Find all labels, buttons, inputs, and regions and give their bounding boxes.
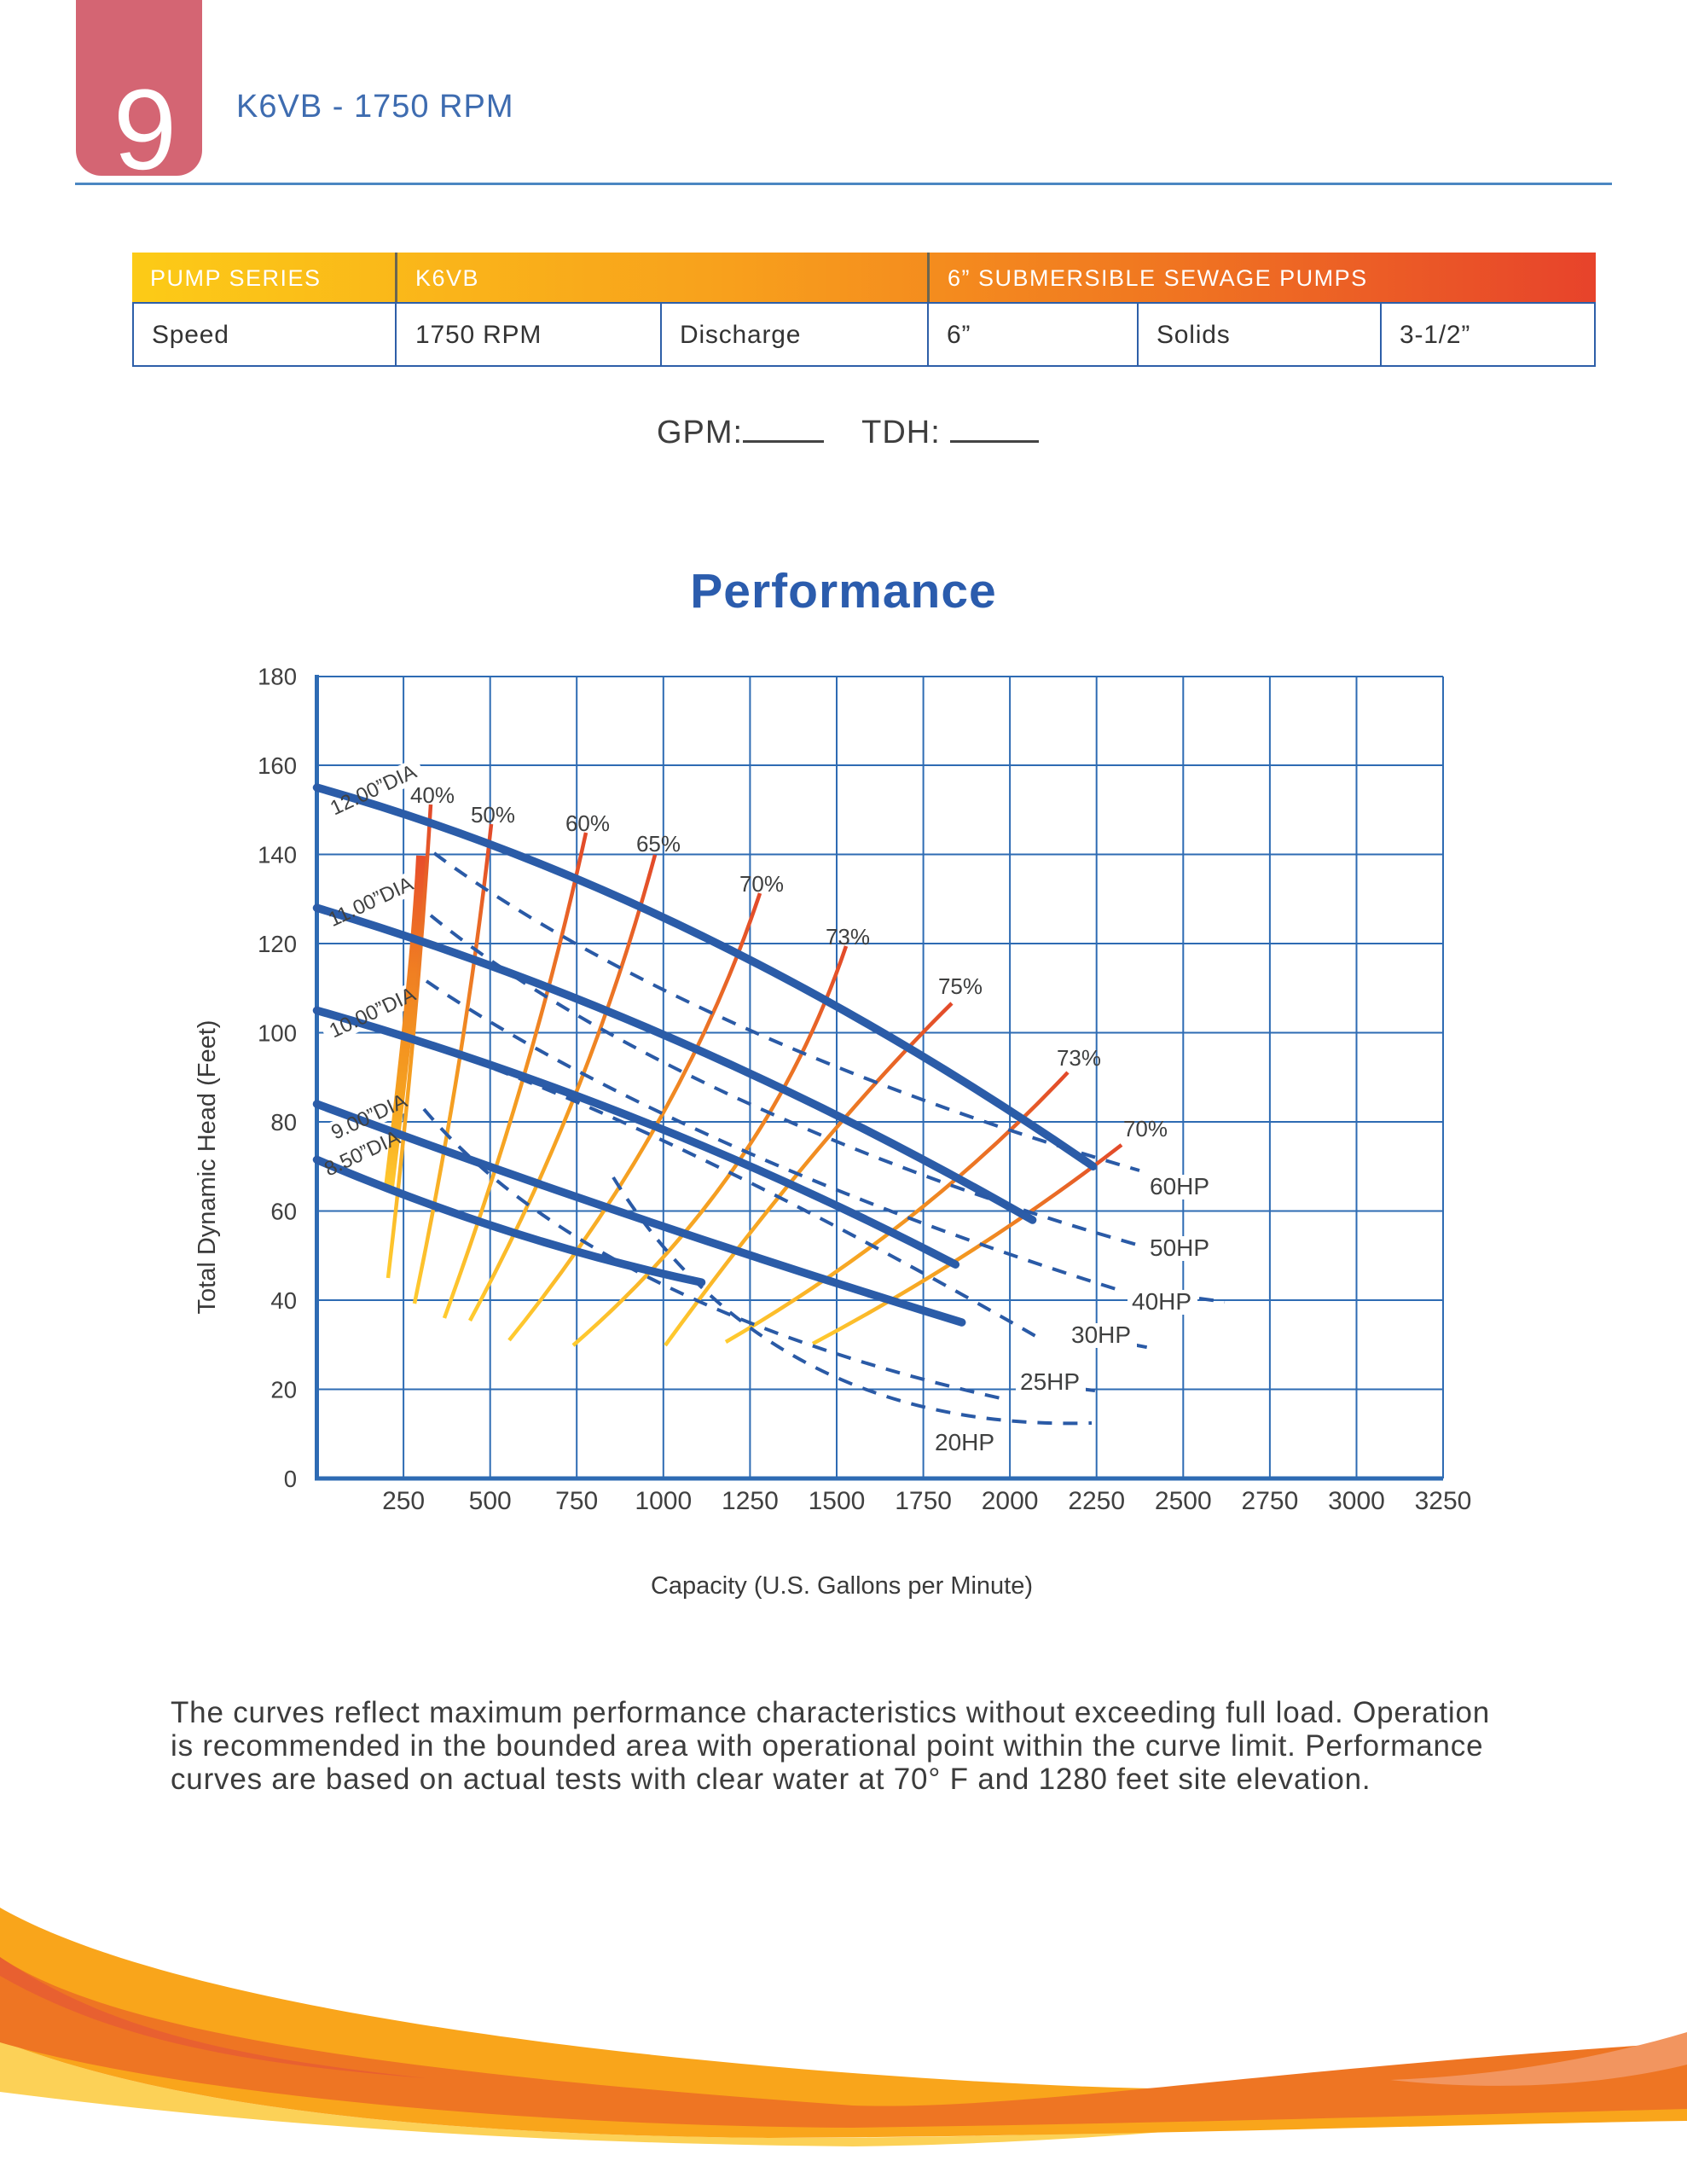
svg-text:140: 140 xyxy=(258,842,297,868)
svg-text:75%: 75% xyxy=(938,973,983,999)
svg-text:25HP: 25HP xyxy=(1020,1368,1080,1395)
svg-text:750: 750 xyxy=(555,1487,598,1515)
svg-text:73%: 73% xyxy=(1057,1045,1101,1071)
svg-text:Total Dynamic Head (Feet): Total Dynamic Head (Feet) xyxy=(194,1020,221,1315)
svg-text:1000: 1000 xyxy=(635,1487,692,1515)
svg-text:3000: 3000 xyxy=(1328,1487,1385,1515)
svg-text:70%: 70% xyxy=(1123,1116,1168,1141)
svg-text:1750: 1750 xyxy=(895,1487,952,1515)
svg-text:2750: 2750 xyxy=(1242,1487,1299,1515)
svg-text:160: 160 xyxy=(258,752,297,779)
svg-text:3250: 3250 xyxy=(1415,1487,1472,1515)
svg-text:20HP: 20HP xyxy=(935,1429,994,1455)
svg-text:60: 60 xyxy=(270,1199,297,1225)
svg-text:120: 120 xyxy=(258,931,297,957)
svg-text:2500: 2500 xyxy=(1155,1487,1212,1515)
svg-text:80: 80 xyxy=(270,1109,297,1136)
svg-text:40: 40 xyxy=(270,1287,297,1314)
svg-text:65%: 65% xyxy=(636,831,681,857)
svg-text:180: 180 xyxy=(258,664,297,690)
svg-text:73%: 73% xyxy=(826,924,870,950)
svg-text:Capacity (U.S. Gallons per Min: Capacity (U.S. Gallons per Minute) xyxy=(651,1572,1033,1600)
svg-text:1500: 1500 xyxy=(809,1487,866,1515)
svg-text:50HP: 50HP xyxy=(1150,1234,1209,1261)
svg-text:50%: 50% xyxy=(471,802,515,828)
svg-text:60HP: 60HP xyxy=(1150,1173,1209,1199)
svg-text:2250: 2250 xyxy=(1068,1487,1125,1515)
svg-text:1250: 1250 xyxy=(722,1487,779,1515)
svg-text:70%: 70% xyxy=(739,871,784,897)
svg-text:30HP: 30HP xyxy=(1071,1321,1131,1348)
svg-text:2000: 2000 xyxy=(982,1487,1039,1515)
svg-text:60%: 60% xyxy=(565,810,610,836)
svg-text:20: 20 xyxy=(270,1377,297,1403)
svg-text:250: 250 xyxy=(382,1487,425,1515)
svg-text:40%: 40% xyxy=(410,782,455,808)
svg-text:40HP: 40HP xyxy=(1132,1288,1191,1315)
svg-text:100: 100 xyxy=(258,1020,297,1047)
svg-text:0: 0 xyxy=(284,1466,297,1492)
svg-text:500: 500 xyxy=(469,1487,512,1515)
